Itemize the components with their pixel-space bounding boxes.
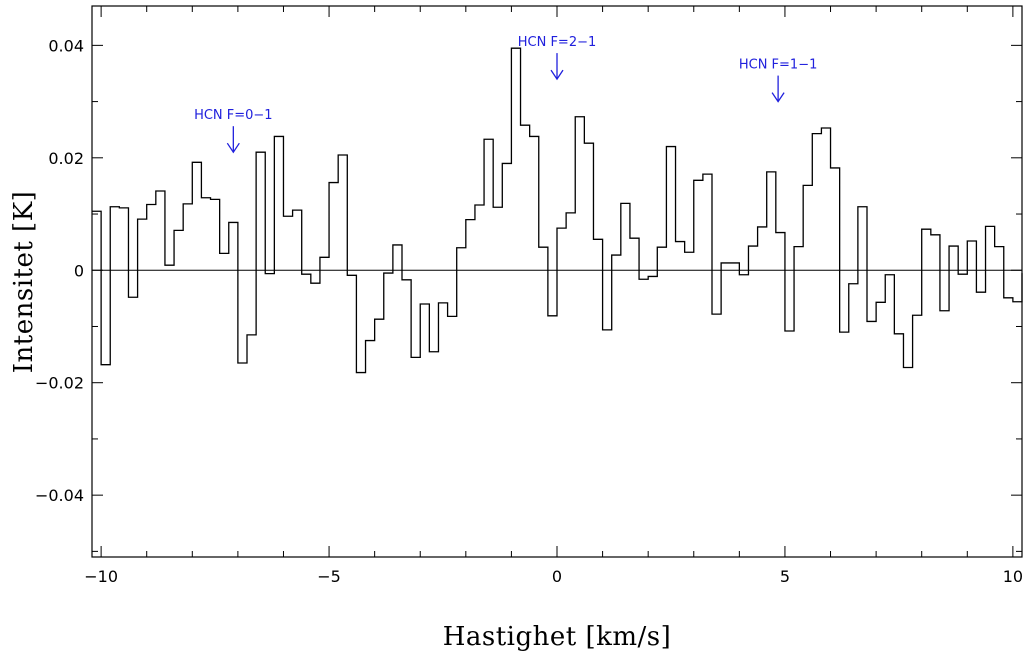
y-tick-label: 0: [74, 261, 84, 280]
arrow-head: [550, 69, 564, 81]
line-annotations: HCN F=0−1 HCN F=2−1 HCN F=1−1: [194, 35, 818, 154]
tick-labels: −10 −5 0 5 10 −0.04 −0.02 0 0.02 0.04: [35, 36, 1023, 586]
x-tick-label: −10: [84, 567, 118, 586]
x-tick-label: 0: [552, 567, 562, 586]
x-tick-label: 5: [780, 567, 790, 586]
axis-ticks: [92, 6, 1022, 557]
annotation-label: HCN F=2−1: [518, 35, 597, 50]
annotation: HCN F=2−1: [518, 35, 597, 81]
y-tick-label: 0.04: [48, 36, 84, 55]
annotation-label: HCN F=0−1: [194, 108, 273, 123]
x-tick-label: −5: [317, 567, 341, 586]
annotation: HCN F=1−1: [739, 58, 818, 103]
y-tick-label: −0.04: [35, 486, 84, 505]
y-axis-title: Intensitet [K]: [9, 191, 39, 374]
annotation-label: HCN F=1−1: [739, 58, 818, 73]
y-tick-label: 0.02: [48, 149, 84, 168]
x-tick-label: 10: [1003, 567, 1023, 586]
x-axis-title: Hastighet [km/s]: [443, 622, 672, 652]
arrow-head: [771, 92, 785, 103]
annotation: HCN F=0−1: [194, 108, 273, 154]
y-tick-label: −0.02: [35, 374, 84, 393]
arrow-head: [226, 142, 240, 154]
spectrum-series: [92, 47, 1023, 374]
